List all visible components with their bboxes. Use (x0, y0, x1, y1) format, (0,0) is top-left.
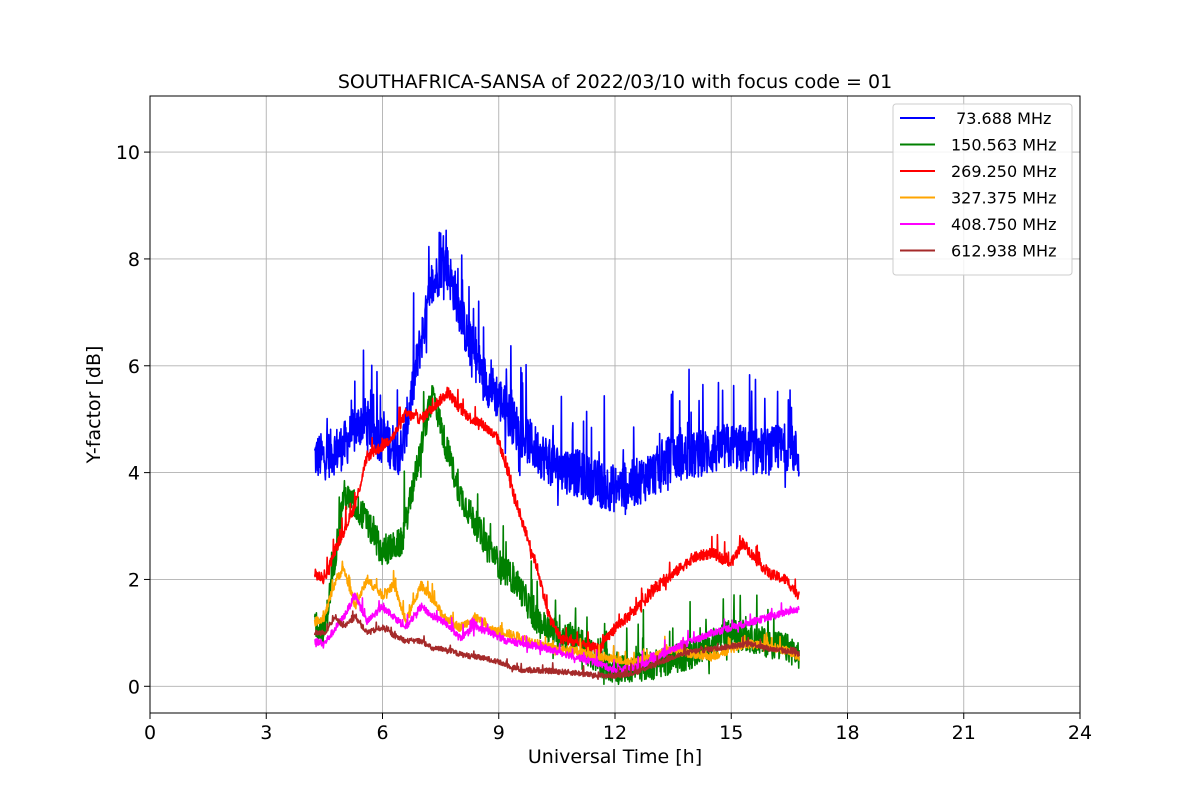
y-axis-label: Y-factor [dB] (83, 346, 105, 465)
legend-label: 612.938 MHz (951, 242, 1056, 261)
y-tick-label: 8 (128, 249, 140, 271)
series-line (313, 229, 800, 516)
x-tick-label: 6 (376, 722, 388, 744)
legend-label: 269.250 MHz (951, 162, 1056, 181)
series-line (313, 610, 800, 681)
legend-label: 327.375 MHz (951, 189, 1056, 208)
y-tick-label: 6 (128, 356, 140, 378)
legend-box (892, 103, 1073, 276)
series-lines (313, 229, 800, 686)
series-line (313, 386, 800, 659)
x-tick-label: 0 (144, 722, 156, 744)
x-tick-label: 15 (719, 722, 743, 744)
x-tick-label: 12 (603, 722, 627, 744)
x-tick-label: 3 (260, 722, 272, 744)
y-tick-label: 10 (116, 142, 140, 164)
x-tick-label: 21 (952, 722, 976, 744)
x-tick-label: 18 (835, 722, 859, 744)
y-tick-label: 0 (128, 676, 140, 698)
legend-label: 150.563 MHz (951, 136, 1056, 155)
y-tick-label: 2 (128, 569, 140, 591)
series-line (313, 592, 800, 675)
x-axis-label: Universal Time [h] (528, 746, 702, 768)
x-tick-label: 24 (1068, 722, 1092, 744)
legend: 73.688 MHz 150.563 MHz 269.250 MHz 327.375 … (892, 103, 1073, 276)
chart-title: SOUTHAFRICA-SANSA of 2022/03/10 with foc… (338, 71, 892, 93)
legend-label: 73.688 MHz (951, 109, 1051, 128)
legend-label: 408.750 MHz (951, 215, 1056, 234)
x-tick-label: 9 (493, 722, 505, 744)
y-tick-label: 4 (128, 463, 140, 485)
